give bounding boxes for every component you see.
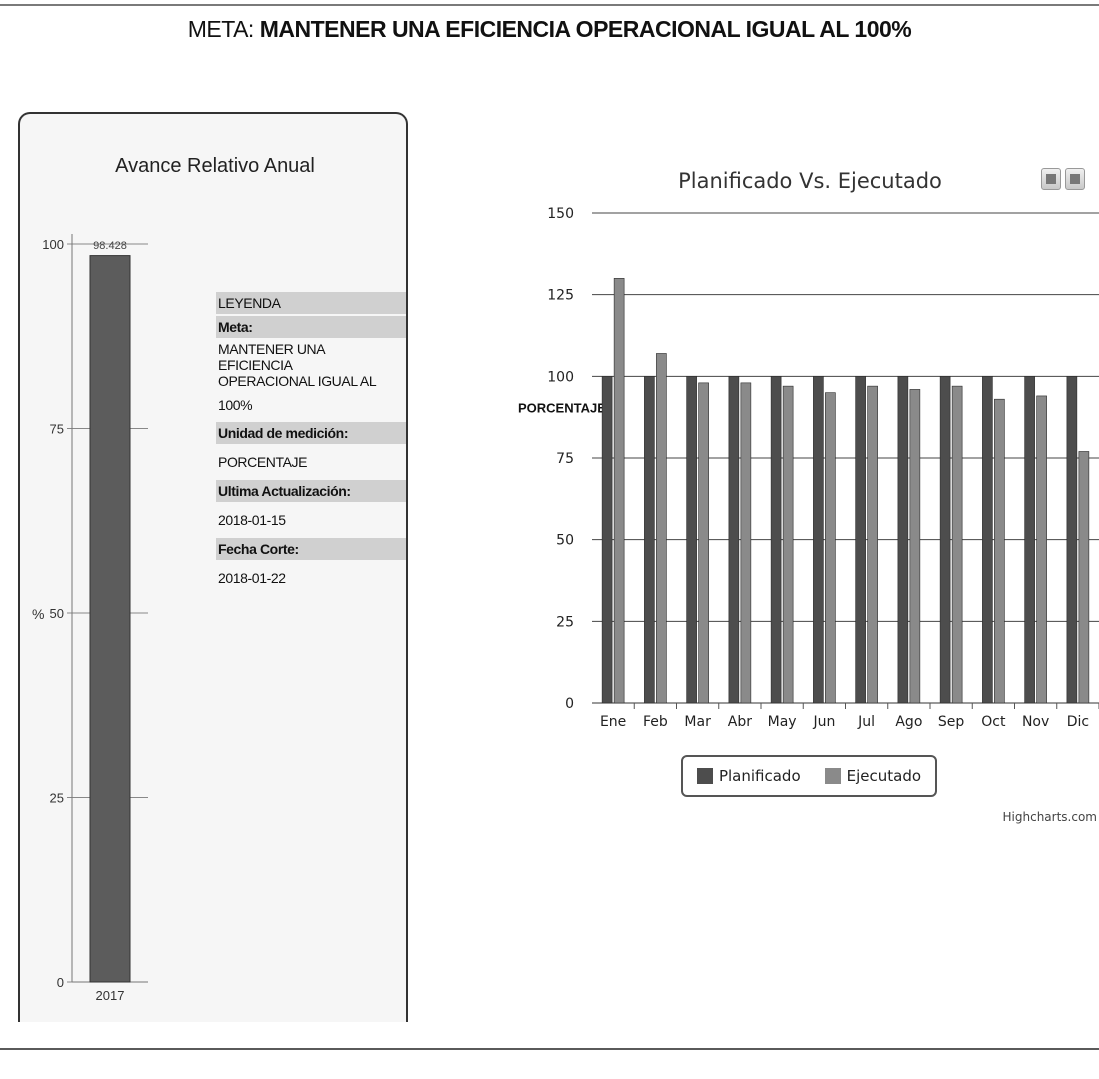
- x-tick-label: Dic: [1067, 714, 1089, 730]
- legend-item-planificado[interactable]: Planificado: [696, 767, 801, 785]
- export-button[interactable]: [1065, 168, 1085, 190]
- bar-planificado-may: [770, 376, 782, 704]
- bar-ejecutado-jun: [825, 392, 836, 704]
- page-title: META: MANTENER UNA EFICIENCIA OPERACIONA…: [0, 16, 1099, 43]
- y-tick-label: 25: [50, 791, 64, 806]
- bar-planificado-feb: [644, 376, 655, 704]
- planned-vs-executed-chart: Planificado Vs. Ejecutado 0 25 50 75 100 125 15…: [518, 169, 1099, 730]
- planned-vs-executed-panel: Planificado Vs. Ejecutado 0 25 50 75 100 125 15…: [500, 150, 1099, 850]
- bottom-rule: [0, 1048, 1099, 1050]
- legend-label-ejecutado: Ejecutado: [846, 767, 922, 785]
- meta-value-line: OPERACIONAL IGUAL AL: [218, 373, 377, 389]
- left-chart-title: Avance Relativo Anual: [115, 155, 315, 177]
- bar-data-label: 98.428: [93, 240, 127, 252]
- legend-swatch-planificado: [696, 768, 713, 784]
- annual-progress-chart: Avance Relativo Anual 0 25 50 75 100% 98.428 20…: [32, 155, 315, 1003]
- actualizacion-value: 2018-01-15: [218, 512, 286, 528]
- x-tick-label: Nov: [1022, 714, 1049, 730]
- right-chart-title: Planificado Vs. Ejecutado: [678, 169, 942, 193]
- x-tick-label: Jun: [812, 714, 835, 730]
- bar-ejecutado-feb: [656, 353, 667, 704]
- legend-box: LEYENDA Meta: MANTENER UNA EFICIENCIA OP…: [216, 290, 406, 589]
- bar-ejecutado-mar: [698, 382, 709, 704]
- y-axis-label: %: [32, 606, 44, 622]
- y-tick-label: 75: [50, 422, 64, 437]
- x-tick-label: 2017: [96, 988, 125, 1003]
- meta-value-line: MANTENER UNA: [218, 341, 326, 357]
- x-tick-label: May: [768, 714, 797, 730]
- unidad-label: Unidad de medición:: [216, 422, 406, 444]
- bar-planificado-abr: [728, 376, 740, 704]
- highcharts-credit[interactable]: Highcharts.com: [1002, 810, 1097, 824]
- bar-ejecutado-dic: [1078, 451, 1090, 704]
- bar-planificado-dic: [1066, 376, 1078, 704]
- bar-ejecutado-sep: [951, 385, 963, 704]
- bar-2017: [89, 255, 131, 983]
- y-tick-label: 100: [42, 237, 64, 252]
- x-tick-label: Oct: [981, 714, 1006, 730]
- bar-planificado-oct: [982, 376, 993, 704]
- bar-ejecutado-jul: [867, 385, 878, 704]
- x-tick-label: Abr: [728, 714, 752, 730]
- title-main: MANTENER UNA EFICIENCIA OPERACIONAL IGUA…: [259, 16, 912, 42]
- y-tick-label: 75: [556, 451, 574, 467]
- bar-ejecutado-oct: [994, 398, 1005, 704]
- y-tick-label: 50: [556, 533, 574, 549]
- bar-planificado-ene: [601, 376, 613, 704]
- unidad-value: PORCENTAJE: [218, 454, 308, 470]
- y-tick-label: 125: [547, 288, 574, 304]
- title-prefix: META:: [187, 16, 255, 42]
- bar-ejecutado-nov: [1036, 395, 1047, 704]
- y-tick-label: 100: [547, 369, 574, 385]
- annual-progress-panel: Avance Relativo Anual 0 25 50 75 100% 98.428 20…: [18, 112, 408, 1022]
- printer-icon: [1046, 174, 1056, 184]
- chart-legend: Planificado Ejecutado: [681, 755, 937, 797]
- x-tick-label: Jul: [857, 714, 875, 730]
- y-tick-label: 25: [556, 614, 574, 630]
- download-icon: [1070, 174, 1080, 184]
- y-axis-label: PORCENTAJE: [518, 400, 606, 415]
- y-tick-label: 0: [57, 975, 64, 990]
- y-tick-label: 150: [547, 206, 574, 222]
- bar-ejecutado-ene: [613, 278, 625, 704]
- bar-ejecutado-may: [782, 385, 794, 704]
- bar-ejecutado-ago: [909, 389, 921, 704]
- meta-value-line: EFICIENCIA: [218, 357, 293, 373]
- top-rule: [0, 4, 1099, 6]
- legend-swatch-ejecutado: [824, 768, 841, 784]
- legend-item-ejecutado[interactable]: Ejecutado: [824, 767, 922, 785]
- x-tick-label: Feb: [643, 714, 668, 730]
- bar-planificado-nov: [1024, 376, 1035, 704]
- x-tick-label: Ene: [600, 714, 626, 730]
- meta-value-line: 100%: [218, 397, 253, 413]
- x-tick-label: Ago: [895, 714, 922, 730]
- y-tick-label: 0: [565, 696, 574, 712]
- legend-label-planificado: Planificado: [718, 767, 801, 785]
- bar-planificado-jul: [855, 376, 866, 704]
- actualizacion-label: Ultima Actualización:: [216, 480, 406, 502]
- meta-value: MANTENER UNA EFICIENCIA OPERACIONAL IGUA…: [216, 338, 406, 416]
- print-button[interactable]: [1041, 168, 1061, 190]
- bar-planificado-sep: [939, 376, 951, 704]
- meta-label: Meta:: [216, 316, 406, 338]
- x-tick-label: Mar: [684, 714, 711, 730]
- y-tick-label: 50: [50, 606, 64, 621]
- legend-heading: LEYENDA: [216, 292, 406, 314]
- corte-label: Fecha Corte:: [216, 538, 406, 560]
- bar-planificado-mar: [686, 376, 697, 704]
- bar-ejecutado-abr: [740, 382, 752, 704]
- x-tick-label: Sep: [938, 714, 965, 730]
- bar-planificado-jun: [813, 376, 824, 704]
- bar-planificado-ago: [897, 376, 909, 704]
- corte-value: 2018-01-22: [218, 570, 286, 586]
